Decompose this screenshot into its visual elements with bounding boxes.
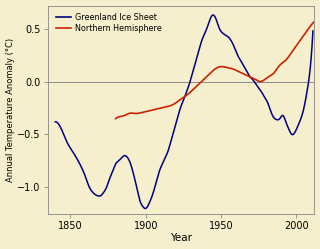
X-axis label: Year: Year <box>170 234 192 244</box>
Y-axis label: Annual Temperature Anomaly (°C): Annual Temperature Anomaly (°C) <box>5 38 14 182</box>
Legend: Greenland Ice Sheet, Northern Hemisphere: Greenland Ice Sheet, Northern Hemisphere <box>54 12 163 35</box>
